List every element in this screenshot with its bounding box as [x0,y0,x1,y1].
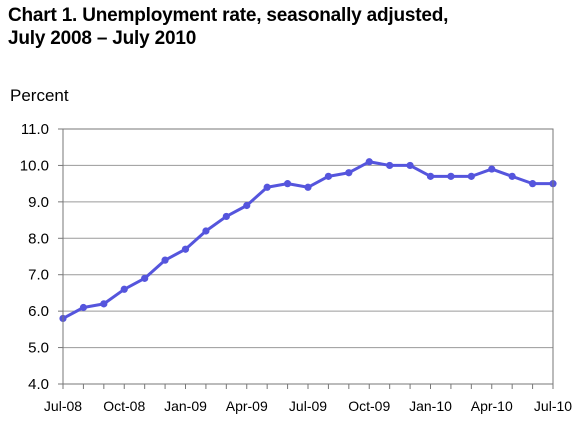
data-point [304,183,312,191]
data-point [365,158,373,166]
x-tick-label: Oct-08 [103,398,145,414]
data-point [283,180,292,188]
y-tick-label: 8.0 [28,230,49,247]
y-tick-label: 4.0 [28,376,49,393]
data-point [161,256,169,264]
data-point [528,180,537,188]
y-tick-label: 5.0 [28,340,49,357]
x-tick-label: Jan-09 [164,398,207,414]
data-point [426,172,435,180]
data-point [386,161,394,170]
y-tick-label: 7.0 [28,267,49,284]
y-tick-label: 6.0 [28,303,49,320]
data-point [181,245,190,253]
plot-frame [62,128,554,385]
data-point [222,212,230,221]
data-point [202,227,210,235]
y-tick-labels: 4.0 5.0 6.0 7.0 8.0 9.0 10.0 11.0 [20,121,63,393]
data-point [243,201,251,210]
x-tick-label: Apr-10 [471,398,513,414]
chart-title-line-2: July 2008 – July 2010 [8,28,197,49]
data-point [100,300,108,308]
series-layer [59,158,557,323]
data-point [467,172,475,180]
chart-title-line-1: Chart 1. Unemployment rate, seasonally a… [8,5,449,26]
data-point [488,165,496,173]
data-point [79,303,88,312]
gridlines [63,164,553,349]
y-tick-label: 9.0 [28,194,49,211]
data-point [324,172,333,180]
y-axis-label: Percent [10,86,69,105]
x-tick-label: Jan-10 [409,398,452,414]
x-tick-label: Jul-10 [534,398,572,414]
x-tick-labels: Jul-08 Oct-08 Jan-09 Apr-09 Jul-09 Oct-09 Jan-… [44,384,572,414]
x-tick-label: Jul-08 [44,398,82,414]
x-tick-label: Oct-09 [348,398,390,414]
data-point [141,274,149,282]
data-point [120,285,128,293]
y-tick-label: 11.0 [21,121,49,138]
x-tick-label: Apr-09 [226,398,268,414]
data-point [406,161,414,170]
x-tick-label: Jul-09 [289,398,327,414]
chart-title: Chart 1. Unemployment rate, seasonally a… [8,4,448,50]
data-point [447,172,455,180]
data-point [345,169,353,177]
data-point [263,183,271,191]
y-tick-label: 10.0 [20,157,49,174]
data-point [508,172,516,180]
